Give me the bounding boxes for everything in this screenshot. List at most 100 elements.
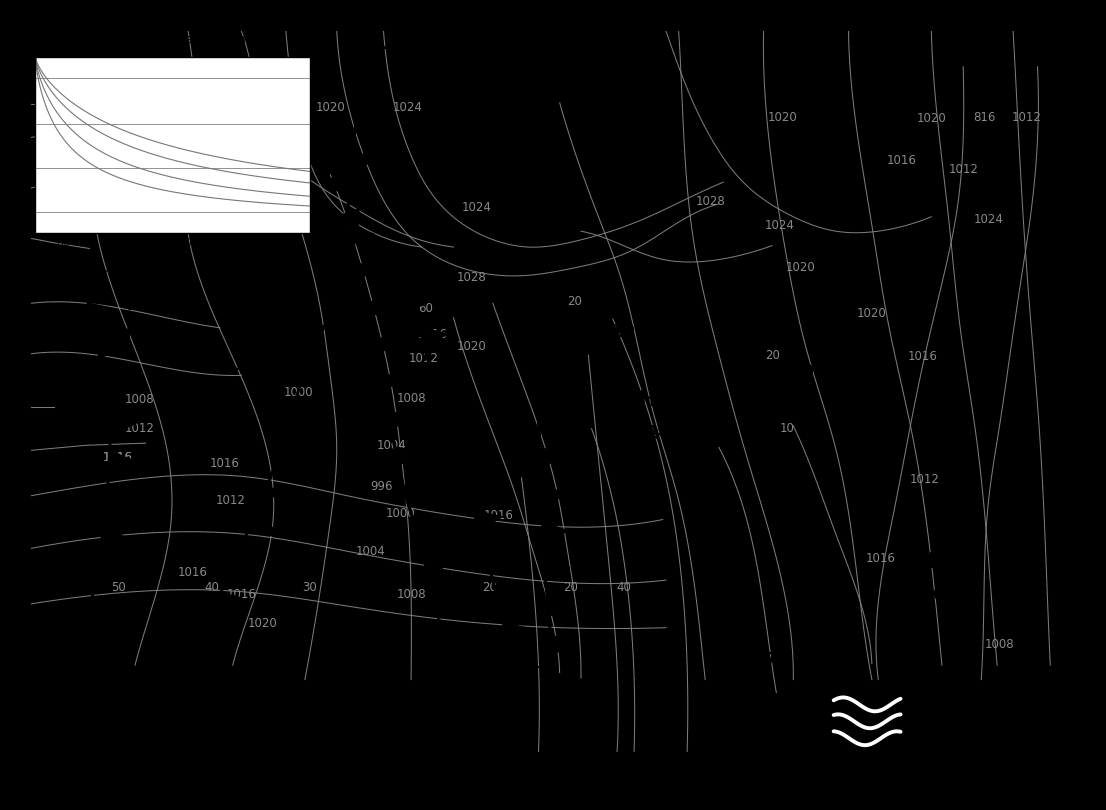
Text: 50N: 50N xyxy=(8,163,30,173)
Text: 996: 996 xyxy=(371,480,393,493)
Polygon shape xyxy=(494,585,522,603)
Text: 20: 20 xyxy=(567,295,582,308)
Polygon shape xyxy=(109,452,137,471)
Polygon shape xyxy=(109,415,136,433)
Polygon shape xyxy=(77,266,106,284)
Wedge shape xyxy=(299,311,317,330)
Text: 70N: 70N xyxy=(8,73,30,83)
Wedge shape xyxy=(232,560,260,571)
Text: 1012: 1012 xyxy=(216,494,246,507)
Text: 1012: 1012 xyxy=(124,422,154,435)
Text: 1016: 1016 xyxy=(177,566,207,579)
Polygon shape xyxy=(420,327,448,346)
Text: 40N: 40N xyxy=(8,207,30,217)
Text: 1000: 1000 xyxy=(386,507,415,520)
Text: in kt for 4.0 hPa intervals: in kt for 4.0 hPa intervals xyxy=(88,33,257,46)
Text: 20: 20 xyxy=(482,581,497,594)
Polygon shape xyxy=(474,511,502,530)
Text: 1024: 1024 xyxy=(764,219,794,232)
Polygon shape xyxy=(378,372,406,390)
Polygon shape xyxy=(410,291,438,309)
Text: 1020: 1020 xyxy=(917,113,947,126)
Wedge shape xyxy=(184,667,211,679)
Polygon shape xyxy=(88,602,116,620)
Polygon shape xyxy=(351,150,378,168)
Text: 1007: 1007 xyxy=(728,651,778,669)
Text: L: L xyxy=(927,552,940,572)
Wedge shape xyxy=(200,632,227,644)
Polygon shape xyxy=(511,660,539,678)
Text: 30: 30 xyxy=(302,581,316,594)
Text: 992: 992 xyxy=(267,438,304,457)
Text: 1030: 1030 xyxy=(489,164,539,182)
Text: 1020: 1020 xyxy=(622,424,671,442)
Text: 40: 40 xyxy=(616,581,630,594)
Polygon shape xyxy=(358,75,386,94)
Polygon shape xyxy=(424,556,452,575)
Polygon shape xyxy=(450,439,479,457)
Text: 1004: 1004 xyxy=(377,439,407,452)
Polygon shape xyxy=(395,446,422,465)
Text: 1015: 1015 xyxy=(701,547,751,565)
Polygon shape xyxy=(413,521,441,539)
Text: 1016: 1016 xyxy=(865,552,896,565)
Polygon shape xyxy=(543,560,570,578)
Wedge shape xyxy=(263,488,291,500)
Wedge shape xyxy=(248,524,275,536)
Text: 1012: 1012 xyxy=(409,352,439,365)
Text: 1020: 1020 xyxy=(765,363,815,381)
Text: 1020: 1020 xyxy=(248,617,278,630)
Text: 1000: 1000 xyxy=(284,386,313,399)
Polygon shape xyxy=(386,411,415,429)
Text: 1020: 1020 xyxy=(857,307,887,320)
Wedge shape xyxy=(270,382,286,400)
Text: 1012: 1012 xyxy=(948,163,978,176)
Polygon shape xyxy=(347,186,374,205)
Text: L: L xyxy=(720,513,733,532)
Text: 1012: 1012 xyxy=(910,473,940,486)
Text: 1016: 1016 xyxy=(234,356,284,373)
Polygon shape xyxy=(106,489,133,509)
Wedge shape xyxy=(327,244,343,262)
Polygon shape xyxy=(352,262,379,280)
Polygon shape xyxy=(449,670,477,688)
Text: 60: 60 xyxy=(418,302,434,315)
Text: 1028: 1028 xyxy=(457,271,487,284)
Polygon shape xyxy=(361,38,387,58)
Text: 1012: 1012 xyxy=(1012,111,1042,124)
Text: 1020: 1020 xyxy=(457,340,487,353)
Text: 1016: 1016 xyxy=(107,326,157,345)
Text: 1016: 1016 xyxy=(103,451,133,464)
Text: 1008: 1008 xyxy=(125,394,154,407)
Polygon shape xyxy=(355,111,383,130)
Polygon shape xyxy=(104,377,132,396)
Text: 1016: 1016 xyxy=(227,588,257,601)
Text: H: H xyxy=(782,329,799,348)
Polygon shape xyxy=(441,631,469,650)
Text: 1020: 1020 xyxy=(786,261,815,274)
Text: 10: 10 xyxy=(179,237,194,248)
Text: H: H xyxy=(638,390,656,410)
Polygon shape xyxy=(455,706,482,725)
Text: 1016: 1016 xyxy=(209,457,239,470)
Text: 40: 40 xyxy=(64,45,79,54)
Text: 1016: 1016 xyxy=(103,451,133,464)
Polygon shape xyxy=(97,339,125,358)
Polygon shape xyxy=(347,225,374,244)
Polygon shape xyxy=(534,372,561,390)
Polygon shape xyxy=(319,280,348,298)
Text: 816: 816 xyxy=(973,111,995,124)
Text: H: H xyxy=(505,130,523,151)
Text: 1016: 1016 xyxy=(908,350,938,363)
Text: L: L xyxy=(279,404,292,424)
Text: H: H xyxy=(633,462,650,482)
Polygon shape xyxy=(484,548,513,566)
Text: 1016: 1016 xyxy=(417,329,447,342)
Text: 1024: 1024 xyxy=(462,201,492,214)
Polygon shape xyxy=(90,303,117,322)
Text: L: L xyxy=(629,289,643,309)
Polygon shape xyxy=(332,209,358,228)
Text: 1016: 1016 xyxy=(483,509,513,522)
Text: 15: 15 xyxy=(103,45,116,54)
Text: 1028: 1028 xyxy=(696,195,726,208)
